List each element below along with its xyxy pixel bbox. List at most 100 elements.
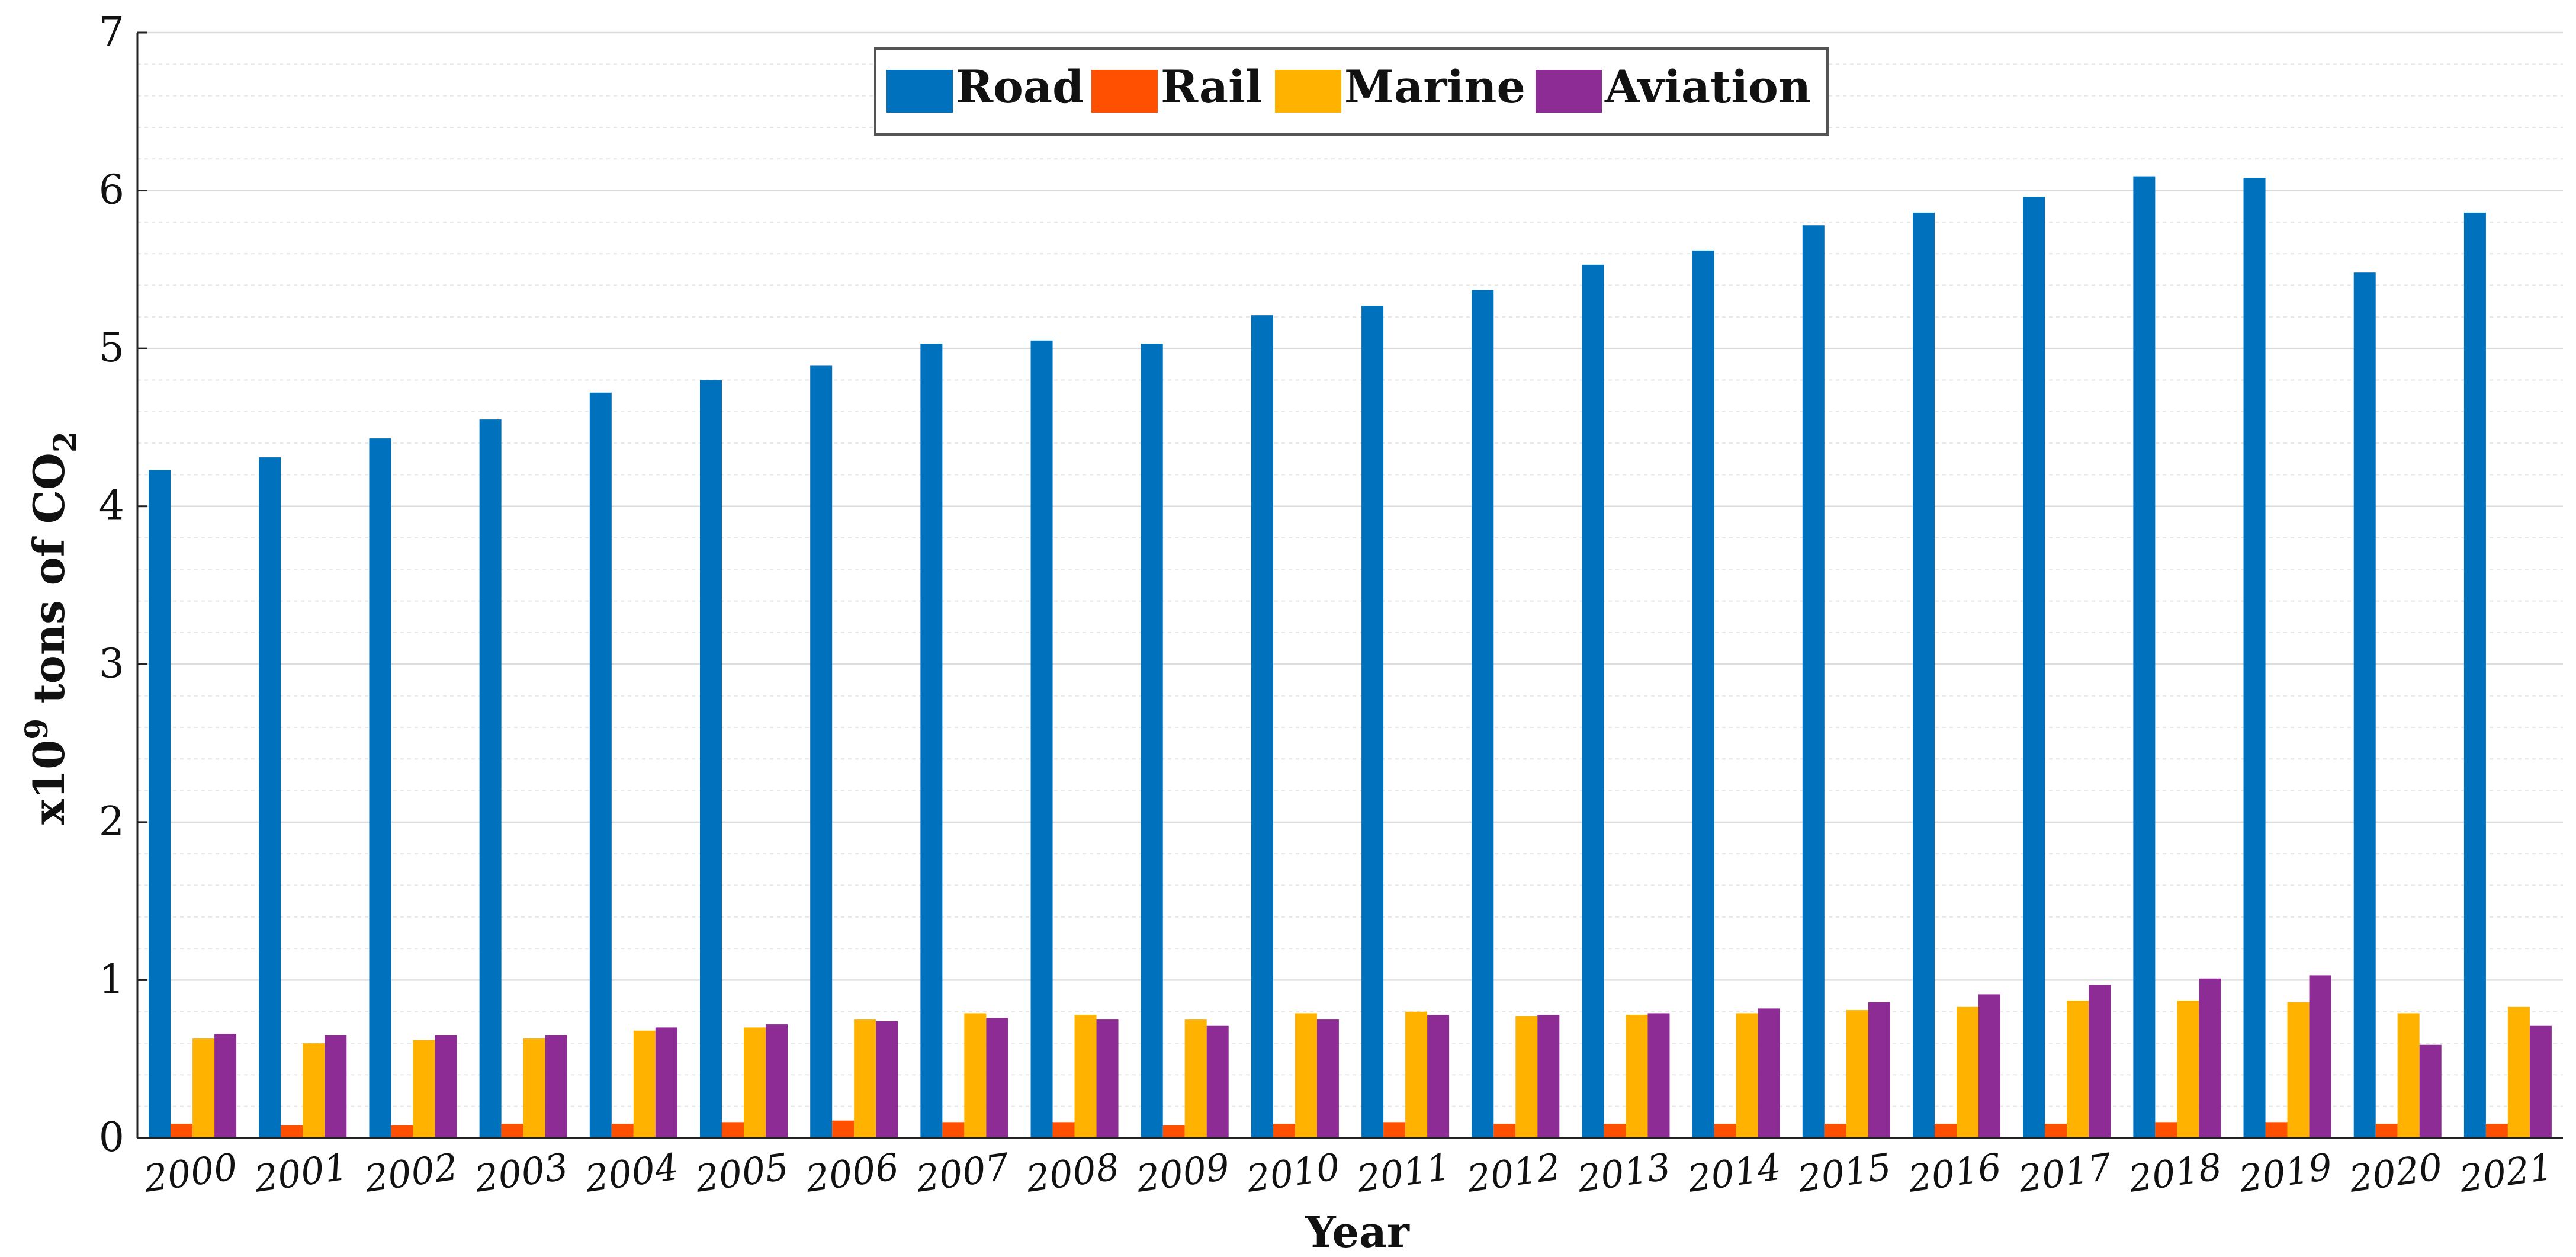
legend-entry-marine: Marine: [1275, 60, 1525, 113]
bar-marine: [1957, 1006, 1978, 1138]
bar-rail: [1493, 1124, 1516, 1138]
x-tick-label: 2017: [2015, 1145, 2115, 1201]
bar-road: [2023, 197, 2045, 1139]
bar-road: [2133, 176, 2156, 1139]
bar-marine: [1736, 1013, 1758, 1138]
bar-marine: [744, 1027, 766, 1138]
bar-road: [589, 392, 612, 1138]
bar-road: [1802, 225, 1825, 1138]
bar-rail: [722, 1122, 744, 1138]
bar-road: [149, 470, 171, 1138]
bar-road: [1141, 344, 1163, 1138]
bar-aviation: [2419, 1044, 2442, 1138]
y-tick-label: 3: [99, 640, 124, 687]
bar-aviation: [2089, 985, 2111, 1138]
axes: [136, 31, 2563, 1139]
x-tick-label: 2011: [1354, 1145, 1453, 1201]
bars: [149, 176, 2552, 1139]
bar-marine: [964, 1013, 987, 1138]
x-tick-label: 2004: [582, 1145, 681, 1201]
x-tick-label: 2015: [1795, 1145, 1894, 1201]
x-tick-label: 2002: [361, 1145, 460, 1201]
bar-rail: [1273, 1124, 1295, 1138]
bar-road: [1030, 340, 1053, 1139]
bar-aviation: [1758, 1008, 1780, 1138]
bar-aviation: [1316, 1019, 1339, 1138]
bar-marine: [2287, 1002, 2310, 1138]
y-axis-title: x109 tons of CO2: [19, 431, 83, 825]
bar-aviation: [1868, 1002, 1890, 1138]
bar-marine: [1626, 1015, 1648, 1138]
bar-road: [1582, 264, 1604, 1138]
bar-aviation: [214, 1034, 237, 1138]
bar-marine: [523, 1038, 545, 1138]
bar-rail: [1383, 1122, 1406, 1138]
bar-road: [700, 380, 722, 1138]
bar-rail: [942, 1122, 965, 1138]
legend-swatch-rail: [1091, 70, 1158, 113]
legend-swatch-road: [886, 70, 953, 113]
legend: Road Rail Marine Aviation: [874, 47, 1829, 136]
x-tick-label: 2020: [2346, 1145, 2445, 1201]
legend-entry-aviation: Aviation: [1536, 60, 1811, 113]
bar-marine: [1846, 1010, 1868, 1138]
x-tick-label: 2019: [2235, 1145, 2334, 1201]
x-tick-label: 2016: [1905, 1145, 2004, 1201]
x-tick-label: 2005: [692, 1145, 791, 1201]
bar-road: [1913, 212, 1935, 1139]
bar-marine: [1074, 1015, 1097, 1138]
bar-marine: [2397, 1013, 2420, 1138]
bar-road: [2353, 272, 2376, 1138]
y-tick-label: 0: [99, 1114, 124, 1161]
bar-rail: [2375, 1124, 2398, 1138]
x-tick-label: 2006: [802, 1145, 901, 1201]
bar-rail: [832, 1120, 855, 1138]
legend-entry-road: Road: [886, 60, 1084, 113]
bar-rail: [2045, 1124, 2067, 1138]
bar-marine: [854, 1019, 876, 1138]
bar-aviation: [325, 1035, 347, 1138]
bar-aviation: [545, 1035, 567, 1138]
bar-marine: [2067, 1001, 2089, 1138]
bar-marine: [303, 1043, 325, 1138]
x-tick-label: 2010: [1244, 1145, 1342, 1201]
bar-road: [920, 344, 943, 1138]
x-tick-label: 2001: [251, 1145, 350, 1201]
x-tick-label: 2012: [1464, 1145, 1563, 1201]
bar-road: [1692, 250, 1714, 1139]
bar-road: [2243, 178, 2266, 1138]
bar-aviation: [986, 1018, 1008, 1138]
legend-label-aviation: Aviation: [1604, 60, 1811, 113]
x-tick-label: 2007: [913, 1145, 1012, 1201]
x-tick-label: 2008: [1023, 1145, 1122, 1201]
bar-marine: [2507, 1006, 2530, 1138]
legend-swatch-marine: [1275, 70, 1341, 113]
bar-road: [2463, 212, 2486, 1139]
bar-aviation: [1427, 1015, 1450, 1138]
y-tick-label: 7: [99, 9, 124, 56]
y-tick-label: 6: [99, 167, 124, 214]
y-tick-label: 4: [99, 483, 124, 530]
bar-aviation: [2199, 978, 2221, 1138]
bar-road: [259, 457, 281, 1138]
bar-aviation: [1647, 1013, 1670, 1138]
y-axis-title-exponent: 9: [19, 719, 55, 740]
bar-road: [810, 365, 833, 1138]
x-tick-label: 2003: [471, 1145, 570, 1201]
bar-rail: [391, 1125, 413, 1138]
bar-rail: [1935, 1124, 1957, 1138]
y-axis-title-subscript: 2: [47, 431, 83, 453]
bar-aviation: [1537, 1015, 1560, 1138]
x-axis-title: Year: [1305, 1207, 1410, 1257]
bar-aviation: [876, 1021, 898, 1138]
x-tick-label: 2000: [141, 1145, 240, 1201]
bar-marine: [2177, 1001, 2199, 1138]
bar-marine: [633, 1030, 656, 1138]
bar-marine: [1184, 1019, 1207, 1138]
bar-road: [369, 438, 391, 1138]
bar-aviation: [766, 1024, 788, 1138]
bar-aviation: [435, 1035, 457, 1138]
legend-label-road: Road: [956, 60, 1084, 113]
bar-rail: [171, 1124, 193, 1138]
